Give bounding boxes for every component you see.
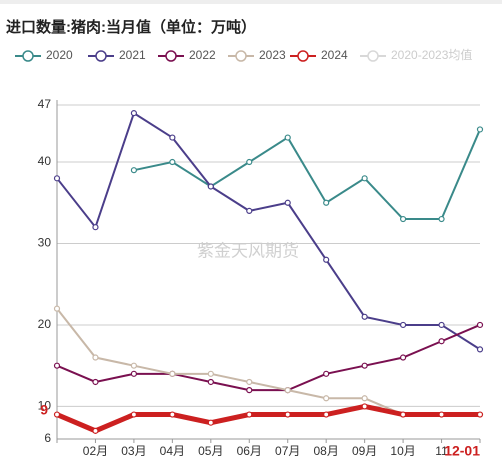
legend-label: 2022 [189,48,216,62]
data-point [399,215,407,223]
legend-marker [22,50,34,62]
data-point [207,419,214,426]
value-label: 9 [40,401,48,417]
x-tick-label: 02月 [83,444,108,458]
data-point [130,411,138,418]
data-point [284,199,291,206]
legend-marker [95,50,107,62]
series-line [56,324,481,392]
data-point [207,370,214,377]
data-point [130,362,138,369]
y-tick-label: 47 [38,97,52,111]
data-point [284,387,291,394]
data-point [53,362,61,369]
data-point [476,411,484,418]
data-point [438,411,445,418]
data-point [53,411,61,418]
series-line [133,129,481,221]
data-point [92,378,99,386]
data-point [92,427,99,434]
data-point [246,158,253,166]
legend-label: 2020-2023均值 [391,47,472,62]
series-line [56,403,480,434]
data-point [323,256,330,263]
x-tick-label: 12-01 [444,443,480,459]
data-point [399,411,407,418]
watermark: 紫金天风期货 [197,241,299,260]
data-point [361,313,368,320]
legend-marker [165,50,177,62]
data-point [399,321,407,329]
data-point [246,387,253,394]
x-tick-label: 05月 [198,444,223,458]
data-point [476,126,484,133]
data-point [284,134,291,141]
data-point [476,321,484,329]
data-point [92,224,99,231]
legend-label: 2023 [259,48,286,62]
data-point [438,215,445,223]
x-tick-label: 11 [435,444,448,458]
data-point [361,395,368,402]
data-point [361,175,368,182]
data-point [323,199,330,206]
data-point [169,134,176,141]
data-point [130,167,138,174]
data-point [361,403,368,410]
data-point [246,378,253,386]
data-point [246,411,253,418]
x-tick-label: 03月 [121,444,146,458]
y-tick-label: 10 [38,399,52,413]
data-point [53,175,61,182]
x-tick-label: 06月 [237,444,262,458]
data-point [323,395,330,402]
y-tick-label: 40 [38,154,52,168]
series-line [56,111,481,351]
data-point [53,305,61,312]
data-point [207,378,214,386]
y-tick-label: 6 [44,431,51,445]
data-point [438,338,445,345]
legend-label: 2020 [46,48,73,62]
legend-marker [235,50,247,62]
legend-label: 2024 [321,48,348,62]
data-point [130,110,138,117]
y-tick-label: 30 [38,236,52,250]
data-point [323,370,330,377]
data-point [476,346,484,353]
data-point [284,411,291,418]
x-tick-label: 04月 [160,444,185,458]
chart-title: 进口数量:猪肉:当月值（单位：万吨） [6,18,256,36]
x-tick-label: 10月 [390,444,415,458]
data-point [92,354,99,361]
x-tick-label: 07月 [275,444,300,458]
y-tick-label: 20 [38,317,52,331]
data-point [438,321,445,329]
x-tick-label: 09月 [352,444,377,458]
data-point [399,354,407,361]
data-point [169,370,176,377]
data-point [361,362,368,369]
top-bar [0,0,502,4]
data-point [323,411,330,418]
data-point [246,207,253,215]
legend-label: 2021 [119,48,146,62]
legend-marker [367,50,379,62]
data-point [169,158,176,166]
data-point [207,183,214,190]
x-tick-label: 08月 [314,444,339,458]
data-point [130,370,138,377]
data-point [169,411,176,418]
legend-marker [297,50,309,62]
